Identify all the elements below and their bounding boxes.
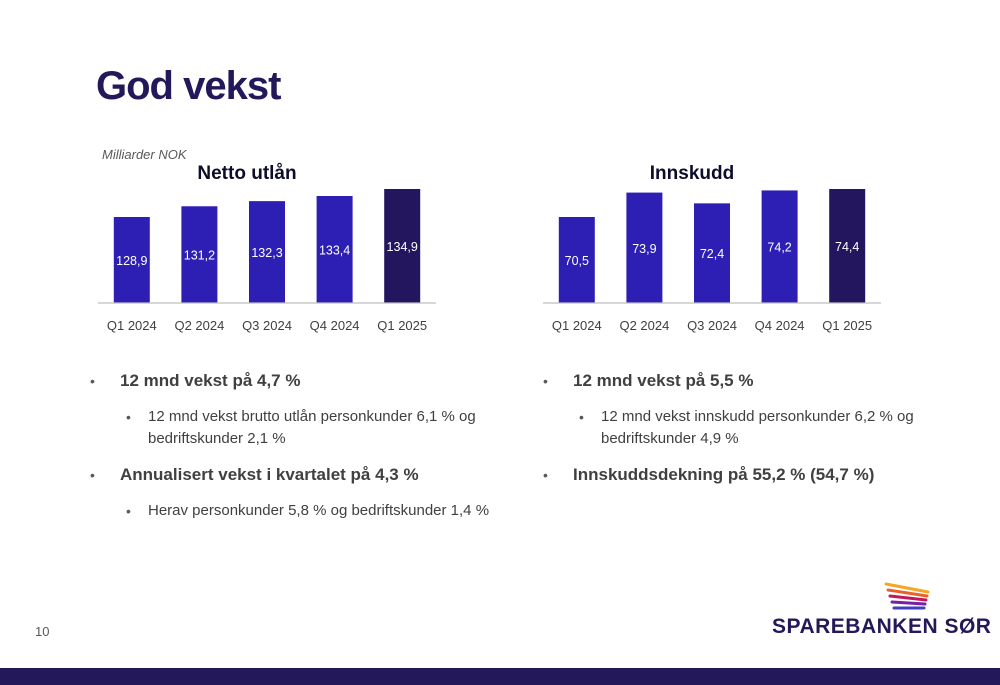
bullet-text: Herav personkunder 5,8 % og bedriftskund…: [148, 502, 490, 519]
bullet-item: • 12 mnd vekst på 4,7 %: [90, 370, 490, 392]
logo-text: SPAREBANKEN SØR: [772, 615, 992, 638]
slide-title: God vekst: [96, 64, 281, 108]
bullet-dot-icon: •: [90, 373, 95, 389]
bar-q3-2024: [249, 201, 285, 303]
bullet-item: • Innskuddsdekning på 55,2 % (54,7 %): [543, 464, 923, 486]
bar-value-label: 74,2: [767, 241, 791, 255]
bar-q1-2024: [558, 217, 595, 303]
units-label: Milliarder NOK: [102, 147, 187, 162]
bar-value-label: 70,5: [565, 254, 589, 268]
x-tick-label: Q1 2024: [552, 318, 602, 333]
x-tick-label: Q2 2024: [619, 318, 669, 333]
bullet-text: 12 mnd vekst på 5,5 %: [573, 371, 754, 390]
x-tick-label: Q3 2024: [242, 318, 292, 333]
page-number: 10: [35, 624, 50, 639]
bullet-dot-icon: •: [126, 503, 131, 519]
bullet-dot-icon: •: [579, 409, 584, 425]
x-tick-label: Q3 2024: [687, 318, 737, 333]
bar-value-label: 131,2: [184, 249, 215, 263]
sub-bullet-item: • Herav personkunder 5,8 % og bedriftskun…: [90, 500, 490, 522]
bar-value-label: 132,3: [251, 246, 282, 260]
bullet-text: Annualisert vekst i kvartalet på 4,3 %: [120, 465, 419, 484]
bar-q2-2024: [626, 192, 663, 303]
bar-q2-2024: [181, 206, 218, 303]
logo-mark-icon: [884, 582, 930, 610]
bar-q1-2025: [384, 189, 421, 303]
innskudd-chart: Innskudd 70,5 Q1 2024 73,9 Q2 2024 72,4 Q3 202…: [543, 163, 881, 333]
x-tick-label: Q4 2024: [755, 318, 805, 333]
lending-bullet-list: • 12 mnd vekst på 4,7 % • 12 mnd vekst brut…: [90, 370, 490, 536]
logo-stripe: [890, 600, 927, 606]
bullet-dot-icon: •: [543, 373, 548, 389]
x-tick-label: Q4 2024: [310, 318, 360, 333]
bar-value-label: 74,4: [835, 240, 859, 254]
bar-q1-2025: [829, 189, 866, 303]
netto-utlan-chart: Netto utlån 128,9 Q1 2024 131,2 Q2 2024 132,3…: [98, 163, 436, 333]
bar-q1-2024: [113, 217, 150, 303]
bar-value-label: 72,4: [700, 247, 724, 261]
deposits-bullet-list: • 12 mnd vekst på 5,5 % • 12 mnd vekst inns…: [543, 370, 923, 500]
bullet-text: 12 mnd vekst innskudd personkunder 6,2 %…: [601, 408, 914, 447]
bar-value-label: 128,9: [116, 254, 147, 268]
chart-title: Netto utlån: [197, 163, 296, 184]
bullet-text: 12 mnd vekst på 4,7 %: [120, 371, 301, 390]
sub-bullet-item: • 12 mnd vekst innskudd personkunder 6,2 …: [543, 406, 923, 450]
sub-bullet-item: • 12 mnd vekst brutto utlån personkunder …: [90, 406, 490, 450]
bullet-item: • Annualisert vekst i kvartalet på 4,3 %: [90, 464, 490, 486]
x-tick-label: Q1 2025: [822, 318, 872, 333]
sparebanken-logo: SPAREBANKEN SØR: [772, 578, 991, 642]
bullet-text: 12 mnd vekst brutto utlån personkunder 6…: [148, 408, 476, 447]
bullet-dot-icon: •: [126, 409, 131, 425]
bar-q4-2024: [316, 196, 353, 303]
logo-stripe: [888, 594, 928, 602]
x-tick-label: Q1 2024: [107, 318, 157, 333]
bullet-dot-icon: •: [543, 467, 548, 483]
footer-bar: [0, 668, 1000, 685]
bullet-dot-icon: •: [90, 467, 95, 483]
bullet-item: • 12 mnd vekst på 5,5 %: [543, 370, 923, 392]
logo-stripe: [886, 588, 929, 598]
bar-q4-2024: [761, 190, 798, 303]
chart-title: Innskudd: [650, 163, 734, 184]
bullet-text: Innskuddsdekning på 55,2 % (54,7 %): [573, 465, 875, 484]
x-tick-label: Q2 2024: [174, 318, 224, 333]
bar-value-label: 73,9: [632, 242, 656, 256]
bar-value-label: 134,9: [387, 240, 418, 254]
bar-q3-2024: [694, 203, 730, 303]
logo-stripe: [884, 582, 930, 594]
bar-value-label: 133,4: [319, 244, 350, 258]
x-tick-label: Q1 2025: [377, 318, 427, 333]
